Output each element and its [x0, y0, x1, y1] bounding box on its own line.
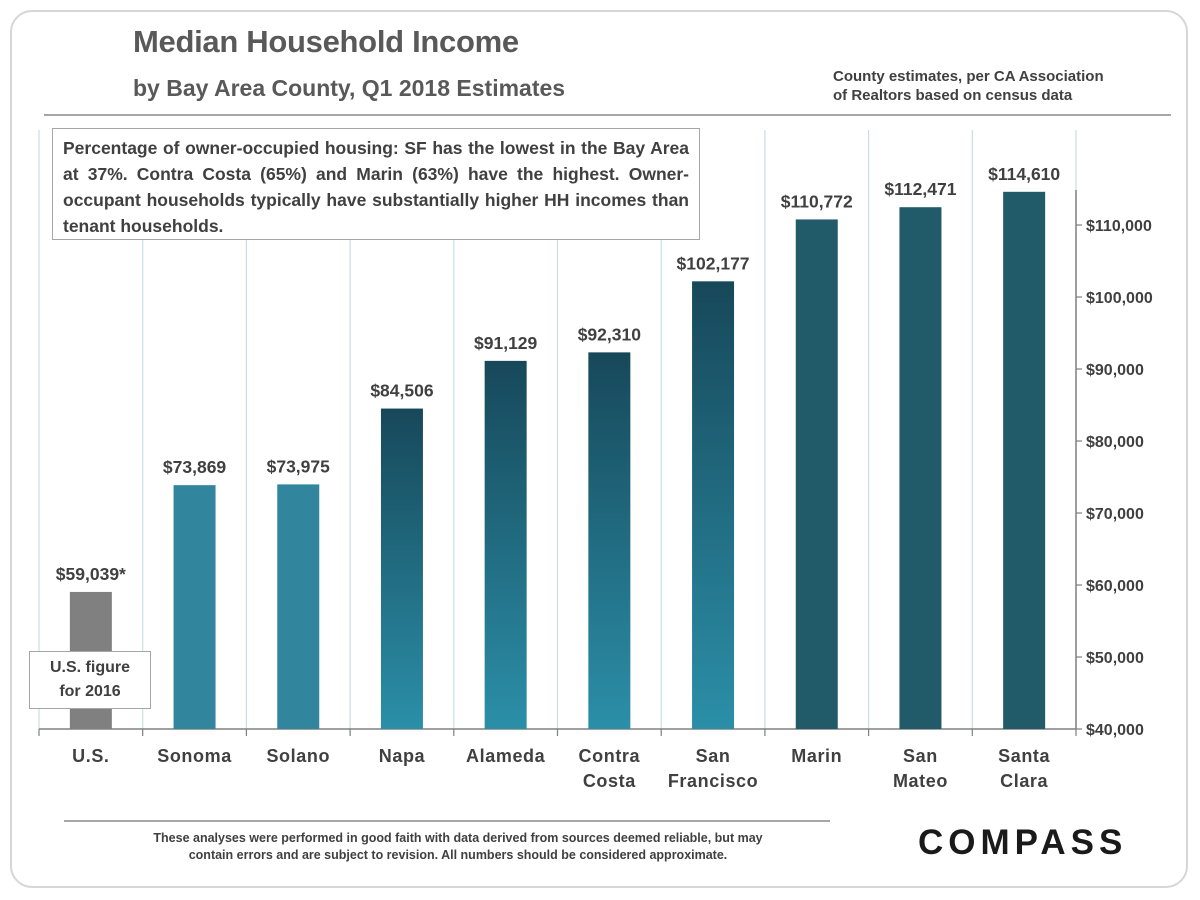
data-label: $92,310: [578, 324, 642, 344]
y-tick-label: $60,000: [1086, 578, 1144, 595]
ownership-note-box: Percentage of owner-occupied housing: SF…: [52, 128, 700, 240]
category-label: Sonoma: [157, 746, 232, 766]
y-tick-label: $100,000: [1086, 290, 1153, 307]
category-label: Mateo: [893, 771, 948, 791]
footer-divider: [64, 820, 830, 822]
source-line-2: of Realtors based on census data: [833, 87, 1073, 104]
bar: [692, 281, 735, 729]
bar: [588, 352, 631, 729]
disclaimer-line-2: contain errors and are subject to revisi…: [188, 848, 728, 862]
category-label: Santa: [998, 746, 1050, 766]
category-label: Costa: [583, 771, 636, 791]
header-divider: [44, 114, 1171, 116]
us-note-line-1: U.S. figure: [49, 659, 130, 676]
category-label: U.S.: [72, 746, 109, 766]
chart-title: Median Household Income: [133, 24, 519, 59]
data-label: $102,177: [677, 253, 750, 273]
data-label: $84,506: [370, 381, 434, 401]
data-label: $114,610: [988, 164, 1060, 184]
y-tick-label: $50,000: [1086, 650, 1144, 667]
source-note: County estimates, per CA Association of …: [833, 67, 1153, 105]
data-label: $112,471: [884, 179, 956, 199]
category-label: Contra: [579, 746, 641, 766]
category-label: Napa: [379, 746, 426, 766]
us-note-line-2: for 2016: [59, 683, 121, 700]
data-label: $73,975: [267, 456, 331, 476]
bar: [380, 408, 423, 729]
bar: [899, 207, 942, 729]
source-line-1: County estimates, per CA Association: [833, 68, 1104, 85]
data-label: $91,129: [474, 333, 538, 353]
disclaimer-line-1: These analyses were performed in good fa…: [153, 831, 763, 845]
y-tick-label: $110,000: [1086, 218, 1152, 235]
bar: [277, 484, 320, 729]
chart-frame: [10, 10, 1188, 888]
bar: [484, 360, 527, 729]
category-label: San: [696, 746, 731, 766]
category-label: San: [903, 746, 938, 766]
data-label: $73,869: [163, 457, 227, 477]
chart-subtitle: by Bay Area County, Q1 2018 Estimates: [133, 75, 566, 101]
category-label: Clara: [1000, 771, 1048, 791]
data-label: $59,039*: [56, 564, 126, 584]
bar: [1003, 191, 1046, 730]
category-label: Solano: [266, 746, 330, 766]
bar: [795, 219, 838, 730]
y-tick-label: $90,000: [1086, 362, 1144, 379]
category-label: Francisco: [668, 771, 758, 791]
y-tick-label: $70,000: [1086, 506, 1144, 523]
y-tick-label: $40,000: [1086, 722, 1144, 739]
bar: [173, 485, 216, 729]
y-tick-label: $80,000: [1086, 434, 1144, 451]
us-figure-note: U.S. figure for 2016: [29, 651, 151, 709]
data-label: $110,772: [781, 191, 853, 211]
category-label: Alameda: [466, 746, 546, 766]
category-label: Marin: [791, 746, 842, 766]
disclaimer: These analyses were performed in good fa…: [68, 830, 848, 864]
compass-logo: COMPASS: [918, 823, 1128, 862]
